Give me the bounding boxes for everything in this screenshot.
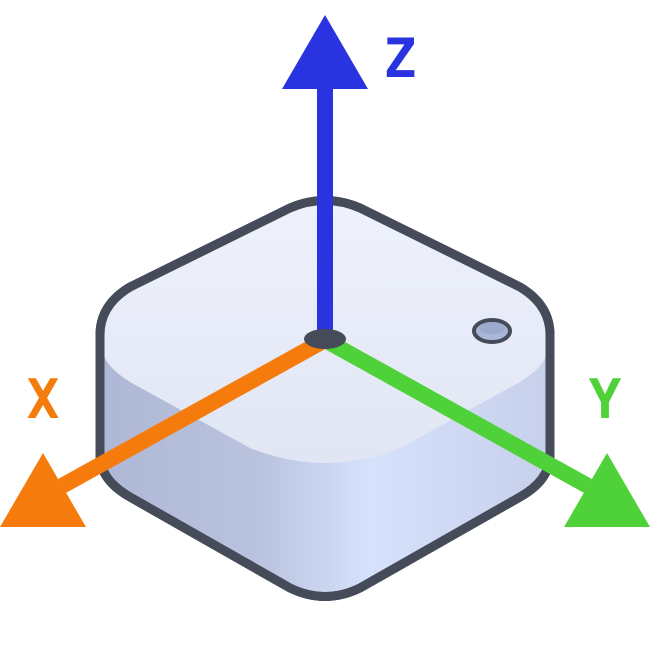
origin-marker: [304, 329, 346, 349]
led-highlight: [479, 322, 505, 334]
z-axis-arrowhead: [282, 15, 368, 89]
x-axis-arrowhead: [0, 453, 86, 527]
device-outline: [95, 196, 555, 601]
z-axis-line: [317, 85, 333, 337]
x-axis-line: [58, 333, 329, 493]
z-axis-label: Z: [384, 27, 417, 90]
y-axis-line: [321, 333, 592, 493]
x-axis-label: X: [27, 368, 60, 431]
y-axis-arrowhead: [564, 453, 650, 527]
y-axis-label: Y: [589, 368, 622, 431]
